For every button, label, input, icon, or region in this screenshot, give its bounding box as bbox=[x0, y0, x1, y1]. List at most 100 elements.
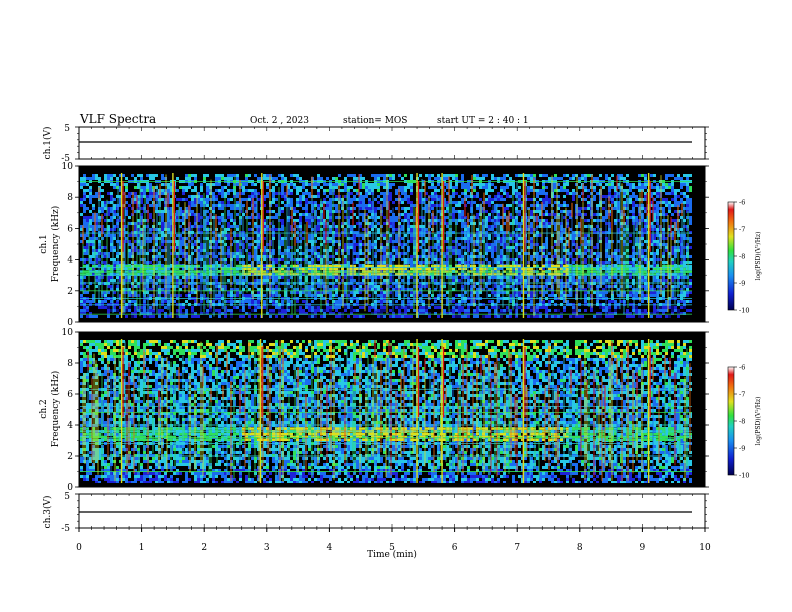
noise-cell bbox=[389, 225, 392, 228]
noise-cell bbox=[569, 276, 572, 279]
noise-cell bbox=[170, 183, 173, 186]
noise-cell bbox=[176, 198, 179, 201]
noise-cell bbox=[305, 210, 308, 213]
noise-cell bbox=[317, 228, 320, 231]
noise-cell bbox=[344, 210, 347, 213]
noise-cell bbox=[311, 300, 314, 303]
noise-cell bbox=[578, 234, 581, 237]
noise-cell bbox=[245, 312, 248, 315]
noise-cell bbox=[395, 246, 398, 249]
noise-cell bbox=[110, 234, 113, 237]
noise-cell bbox=[227, 273, 230, 276]
noise-cell bbox=[458, 315, 461, 318]
noise-cell bbox=[557, 189, 560, 192]
noise-cell bbox=[401, 312, 404, 315]
noise-cell bbox=[263, 177, 266, 180]
noise-cell bbox=[191, 189, 194, 192]
noise-cell bbox=[476, 315, 479, 318]
noise-cell bbox=[497, 315, 500, 318]
noise-cell bbox=[500, 243, 503, 246]
noise-cell bbox=[554, 228, 557, 231]
noise-cell bbox=[425, 174, 428, 177]
noise-cell bbox=[122, 312, 125, 315]
noise-cell bbox=[302, 198, 305, 201]
noise-cell bbox=[548, 288, 551, 291]
noise-cell bbox=[383, 279, 386, 282]
noise-cell bbox=[215, 177, 218, 180]
noise-cell bbox=[506, 207, 509, 210]
noise-cell bbox=[233, 174, 236, 177]
noise-cell bbox=[455, 174, 458, 177]
noise-cell bbox=[410, 207, 413, 210]
noise-cell bbox=[257, 234, 260, 237]
noise-cell bbox=[422, 276, 425, 279]
noise-cell bbox=[110, 246, 113, 249]
noise-cell bbox=[134, 294, 137, 297]
noise-cell bbox=[185, 309, 188, 312]
noise-cell bbox=[485, 219, 488, 222]
noise-cell bbox=[479, 186, 482, 189]
noise-cell bbox=[284, 312, 287, 315]
noise-cell bbox=[566, 219, 569, 222]
noise-cell bbox=[344, 285, 347, 288]
noise-cell bbox=[389, 273, 392, 276]
noise-cell bbox=[452, 210, 455, 213]
noise-cell bbox=[83, 309, 86, 312]
noise-cell bbox=[185, 255, 188, 258]
noise-cell bbox=[281, 219, 284, 222]
noise-cell bbox=[137, 204, 140, 207]
noise-cell bbox=[494, 207, 497, 210]
noise-cell bbox=[389, 261, 392, 264]
noise-cell bbox=[224, 192, 227, 195]
noise-cell bbox=[401, 192, 404, 195]
noise-cell bbox=[422, 219, 425, 222]
noise-cell bbox=[218, 288, 221, 291]
noise-cell bbox=[149, 249, 152, 252]
noise-cell bbox=[473, 312, 476, 315]
noise-cell bbox=[272, 201, 275, 204]
noise-cell bbox=[377, 177, 380, 180]
noise-cell bbox=[572, 261, 575, 264]
noise-cell bbox=[350, 279, 353, 282]
noise-cell bbox=[404, 174, 407, 177]
noise-cell bbox=[383, 246, 386, 249]
noise-cell bbox=[452, 276, 455, 279]
noise-cell bbox=[455, 204, 458, 207]
noise-cell bbox=[491, 198, 494, 201]
noise-cell bbox=[407, 309, 410, 312]
noise-cell bbox=[80, 294, 83, 297]
noise-cell bbox=[566, 240, 569, 243]
noise-cell bbox=[308, 306, 311, 309]
noise-cell bbox=[341, 312, 344, 315]
noise-cell bbox=[521, 201, 524, 204]
noise-cell bbox=[473, 309, 476, 312]
noise-cell bbox=[494, 261, 497, 264]
noise-cell bbox=[344, 261, 347, 264]
noise-cell bbox=[506, 174, 509, 177]
noise-cell bbox=[263, 246, 266, 249]
noise-cell bbox=[242, 189, 245, 192]
noise-cell bbox=[218, 174, 221, 177]
noise-cell bbox=[140, 249, 143, 252]
noise-cell bbox=[539, 213, 542, 216]
noise-cell bbox=[527, 306, 530, 309]
noise-cell bbox=[218, 237, 221, 240]
noise-cell bbox=[500, 186, 503, 189]
noise-cell bbox=[194, 249, 197, 252]
noise-cell bbox=[512, 189, 515, 192]
noise-cell bbox=[545, 195, 548, 198]
noise-cell bbox=[548, 261, 551, 264]
noise-cell bbox=[503, 291, 506, 294]
noise-cell bbox=[395, 234, 398, 237]
noise-cell bbox=[104, 282, 107, 285]
noise-cell bbox=[389, 276, 392, 279]
noise-cell bbox=[80, 225, 83, 228]
noise-cell bbox=[179, 306, 182, 309]
noise-cell bbox=[254, 255, 257, 258]
noise-cell bbox=[113, 249, 116, 252]
noise-cell bbox=[254, 174, 257, 177]
noise-cell bbox=[83, 174, 86, 177]
noise-cell bbox=[365, 231, 368, 234]
noise-cell bbox=[578, 177, 581, 180]
noise-cell bbox=[161, 225, 164, 228]
